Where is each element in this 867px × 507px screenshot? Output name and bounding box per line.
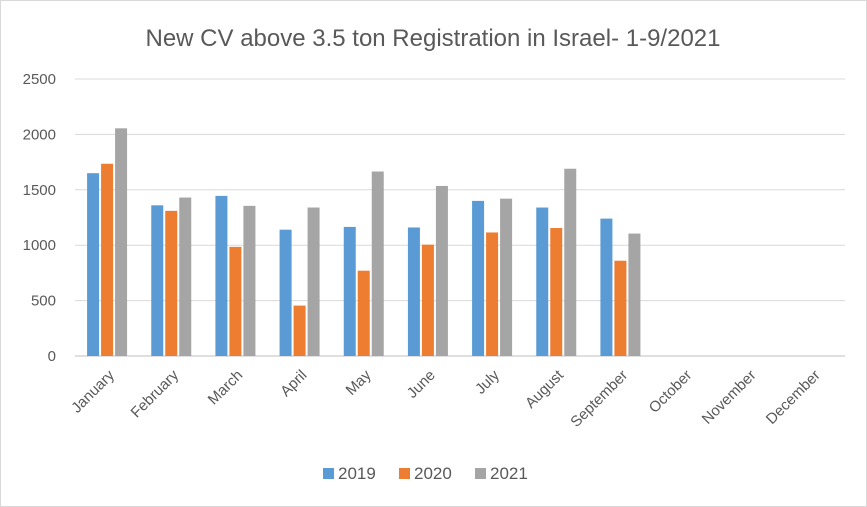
x-tick-label: November <box>699 367 760 428</box>
bar-2019-february <box>151 205 164 356</box>
legend-swatch <box>399 468 410 479</box>
x-axis-ticks: January February March April May June July Augu… <box>68 366 824 430</box>
legend-swatch <box>323 468 334 479</box>
x-tick-label: April <box>277 367 310 400</box>
x-tick-label: December <box>763 367 824 428</box>
bar-2021-may <box>371 171 384 356</box>
x-tick-label: July <box>472 366 503 397</box>
bar-2020-january <box>101 163 114 356</box>
bar-2021-february <box>179 197 192 356</box>
bar-2019-september <box>600 218 613 356</box>
legend-label: 2020 <box>414 464 452 483</box>
x-tick-label: January <box>68 366 118 416</box>
bar-2021-august <box>564 168 577 356</box>
bar-2019-april <box>279 229 292 356</box>
y-tick-label: 500 <box>31 293 56 310</box>
bar-2020-august <box>550 228 563 356</box>
x-tick-label: October <box>646 367 696 417</box>
bar-2021-june <box>435 185 448 356</box>
x-tick-label: September <box>567 367 631 431</box>
y-tick-label: 1500 <box>23 182 56 199</box>
x-tick-label: February <box>128 366 183 421</box>
bar-2021-april <box>307 207 320 356</box>
y-tick-label: 1000 <box>23 237 56 254</box>
y-axis-ticks: 0 500 1000 1500 2000 2500 <box>23 71 56 365</box>
legend-label: 2019 <box>338 464 376 483</box>
bar-2020-march <box>229 246 242 356</box>
bar-2019-may <box>343 226 356 356</box>
bar-2020-may <box>357 270 370 356</box>
bar-2020-july <box>486 232 499 356</box>
x-tick-label: June <box>404 367 439 402</box>
legend-swatch <box>475 468 486 479</box>
bar-2020-february <box>165 210 178 356</box>
bar-2020-april <box>293 305 306 356</box>
chart-title: New CV above 3.5 ton Registration in Isr… <box>146 25 721 52</box>
bars <box>87 128 641 356</box>
bar-2020-september <box>614 260 627 356</box>
y-tick-label: 2500 <box>23 71 56 88</box>
legend: 2019 2020 2021 <box>323 464 528 483</box>
bar-2019-january <box>87 173 100 356</box>
bar-2021-january <box>115 128 128 356</box>
bar-2021-march <box>243 205 256 356</box>
bar-2019-july <box>472 200 485 356</box>
y-tick-label: 2000 <box>23 126 56 143</box>
bar-2019-august <box>536 207 549 356</box>
bar-2020-june <box>421 244 434 356</box>
y-tick-label: 0 <box>48 348 56 365</box>
legend-label: 2021 <box>490 464 528 483</box>
x-tick-label: May <box>343 366 375 398</box>
bar-2021-september <box>628 233 641 356</box>
bar-2019-june <box>407 227 420 356</box>
x-tick-label: August <box>522 366 568 412</box>
gridlines <box>75 78 845 357</box>
bar-2021-july <box>500 198 513 356</box>
bar-2019-march <box>215 195 228 356</box>
x-tick-label: March <box>205 367 246 408</box>
